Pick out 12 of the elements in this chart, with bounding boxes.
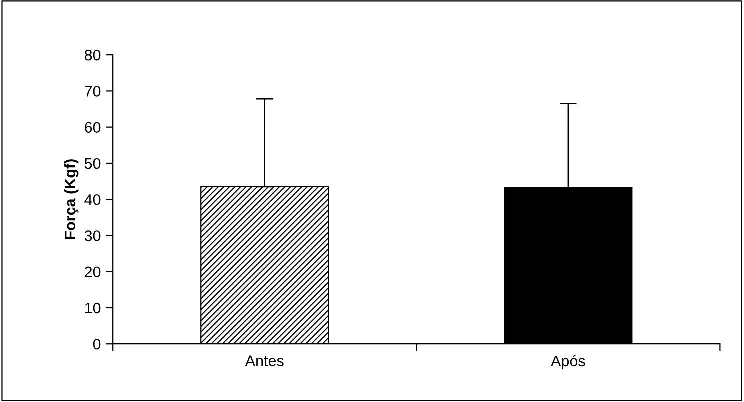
y-axis-title: Força (Kgf)	[64, 160, 79, 240]
y-tick-label: 10	[85, 302, 101, 314]
y-tick-label: 30	[84, 230, 101, 242]
y-tick-label: 20	[85, 266, 101, 278]
y-tick-label: 50	[84, 158, 101, 170]
x-tick-label: Após	[551, 355, 586, 370]
y-tick-label: 80	[84, 50, 101, 61]
y-tick-label: 40	[84, 194, 101, 206]
y-tick-label: 70	[85, 86, 101, 97]
y-tick-label: 0	[93, 338, 101, 350]
x-tick-label: Antes	[245, 356, 284, 366]
y-tick-label: 60	[85, 122, 101, 134]
